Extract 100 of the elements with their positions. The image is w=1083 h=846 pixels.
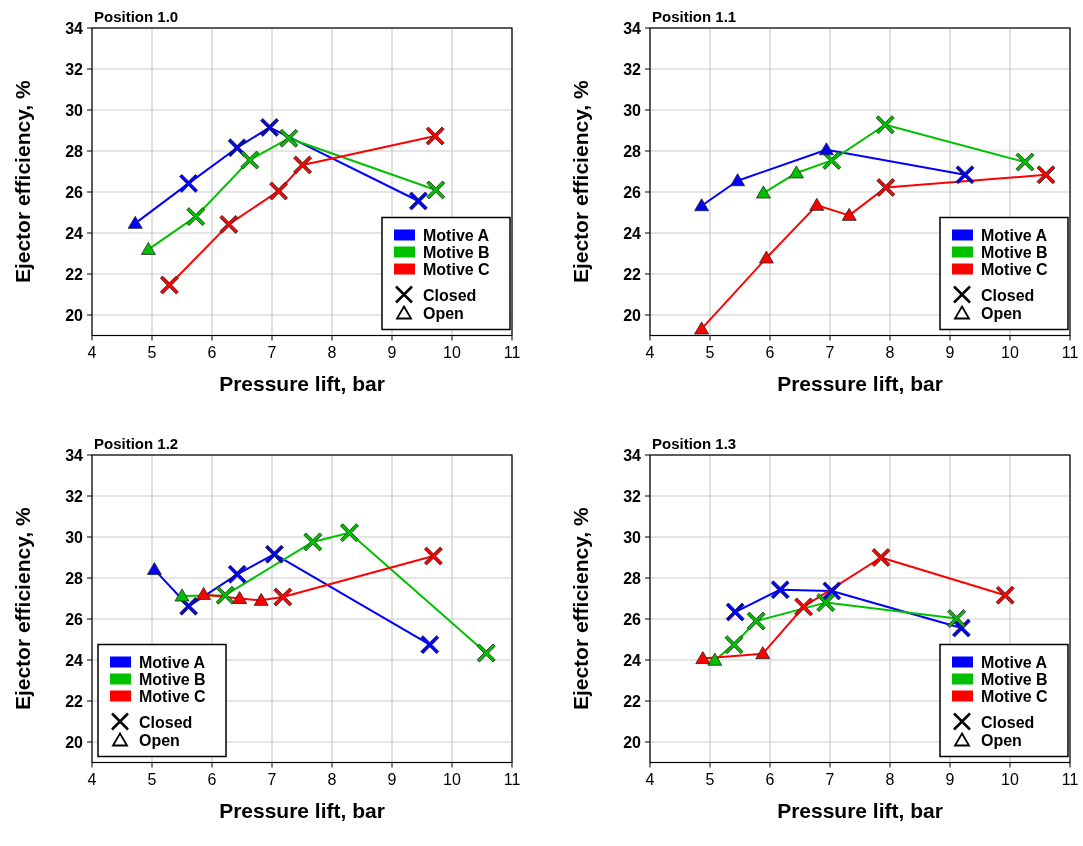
y-axis-title: Ejector efficiency, % <box>11 507 34 711</box>
point <box>841 207 857 221</box>
y-tick-label: 28 <box>65 570 84 587</box>
point <box>875 115 895 135</box>
x-tick-label: 8 <box>327 770 337 788</box>
x-tick-label: 7 <box>825 770 835 788</box>
x-axis-title: Pressure lift, bar <box>777 798 943 822</box>
y-tick-label: 34 <box>65 20 84 37</box>
legend-label: Motive A <box>423 226 490 244</box>
x-tick-label: 10 <box>1001 343 1019 361</box>
x-axis-title: Pressure lift, bar <box>219 371 385 395</box>
x-tick-label: 5 <box>705 770 715 788</box>
legend-label: Motive A <box>981 226 1048 244</box>
y-tick-label: 28 <box>623 570 642 587</box>
point <box>219 214 239 234</box>
legend-label: Motive B <box>981 670 1048 688</box>
y-tick-label: 22 <box>65 693 84 710</box>
chart-title: Position 1.1 <box>652 8 737 25</box>
point <box>770 580 790 600</box>
point <box>947 609 966 628</box>
point <box>816 593 836 612</box>
legend-label: Motive B <box>423 243 490 261</box>
point <box>730 173 745 187</box>
point <box>160 275 179 295</box>
x-axis-title: Pressure lift, bar <box>777 371 943 395</box>
legend-label: Motive A <box>981 653 1048 671</box>
y-axis-title: Ejector efficiency, % <box>11 80 34 284</box>
legend-label: Motive C <box>139 687 207 705</box>
x-tick-label: 4 <box>87 343 97 361</box>
legend-label: Motive B <box>139 670 206 688</box>
point <box>822 581 842 601</box>
y-tick-label: 32 <box>65 488 84 505</box>
y-tick-label: 30 <box>623 102 642 119</box>
y-tick-label: 28 <box>623 143 642 160</box>
y-tick-label: 22 <box>623 693 642 710</box>
legend-label: Motive C <box>423 260 491 278</box>
y-tick-label: 24 <box>65 225 84 242</box>
x-tick-label: 11 <box>503 343 521 361</box>
annotation: Open <box>981 304 1022 322</box>
point <box>1015 152 1035 172</box>
annotation: Open <box>139 731 180 749</box>
x-tick-label: 10 <box>1001 770 1019 788</box>
y-tick-label: 26 <box>65 184 84 201</box>
point <box>420 635 440 655</box>
y-axis-title: Ejector efficiency, % <box>569 80 592 284</box>
point <box>694 198 709 212</box>
point <box>809 197 825 211</box>
point <box>265 544 284 564</box>
chart-title: Position 1.0 <box>94 8 179 25</box>
x-tick-label: 4 <box>87 770 97 788</box>
point <box>340 523 359 543</box>
x-tick-label: 7 <box>267 343 277 361</box>
point <box>196 587 211 600</box>
y-tick-label: 34 <box>623 20 642 37</box>
point <box>127 215 143 229</box>
y-tick-label: 20 <box>623 734 642 751</box>
x-tick-label: 9 <box>387 343 397 361</box>
annotation: Closed <box>981 286 1035 304</box>
point <box>141 242 156 255</box>
y-tick-label: 26 <box>623 611 642 628</box>
point <box>694 321 709 335</box>
x-tick-label: 9 <box>945 770 955 788</box>
chart-title: Position 1.2 <box>94 435 179 452</box>
x-tick-label: 5 <box>147 343 157 361</box>
x-tick-label: 11 <box>1061 343 1079 361</box>
point <box>955 165 975 185</box>
x-tick-label: 7 <box>267 770 277 788</box>
y-tick-label: 34 <box>623 447 642 464</box>
y-tick-label: 24 <box>623 652 642 669</box>
x-tick-label: 8 <box>885 770 895 788</box>
x-tick-label: 11 <box>1061 770 1079 788</box>
y-tick-label: 32 <box>623 488 642 505</box>
annotation: Closed <box>139 713 193 731</box>
point <box>725 602 745 622</box>
legend-label: Motive B <box>981 243 1048 261</box>
y-tick-label: 30 <box>65 102 84 119</box>
y-tick-label: 20 <box>623 307 642 324</box>
x-tick-label: 7 <box>825 343 835 361</box>
y-tick-label: 34 <box>65 447 84 464</box>
point <box>215 585 235 605</box>
point <box>303 532 323 552</box>
legend-label: Motive C <box>981 260 1049 278</box>
legend-label: Motive A <box>139 653 206 671</box>
point <box>695 651 711 664</box>
y-tick-label: 32 <box>65 61 84 78</box>
legend-label: Motive C <box>981 687 1049 705</box>
point <box>819 142 834 156</box>
y-tick-label: 22 <box>623 266 642 283</box>
point <box>269 181 288 201</box>
x-tick-label: 8 <box>327 343 337 361</box>
point <box>476 643 496 663</box>
x-tick-label: 9 <box>945 343 955 361</box>
x-tick-label: 5 <box>147 770 157 788</box>
y-axis-title: Ejector efficiency, % <box>569 507 592 711</box>
y-tick-label: 30 <box>623 529 642 546</box>
chart-title: Position 1.3 <box>652 435 737 452</box>
x-tick-label: 6 <box>207 343 217 361</box>
x-tick-label: 6 <box>765 770 775 788</box>
y-tick-label: 28 <box>65 143 84 160</box>
y-tick-label: 20 <box>65 307 84 324</box>
